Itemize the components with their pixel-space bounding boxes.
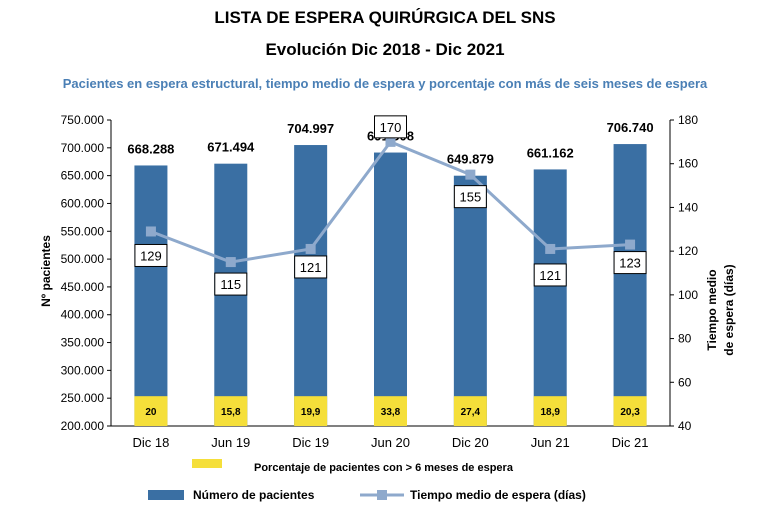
line-value-labels: 129 115 121 170 155 121 123	[134, 115, 647, 296]
line-value-label: 170	[380, 120, 402, 135]
y-tick-label: 300.000	[61, 363, 105, 377]
bar	[374, 152, 407, 426]
bar	[533, 169, 567, 426]
x-tick-label: Jun 19	[211, 435, 250, 450]
percentage-label: 15,8	[221, 407, 241, 418]
y-tick-label: 700.000	[61, 141, 105, 155]
line-marker	[625, 239, 636, 250]
bar	[294, 145, 328, 427]
y2-axis-label-line2: de espera (días)	[722, 264, 736, 355]
line-value-label: 115	[220, 277, 241, 292]
percentage-box	[613, 396, 647, 426]
y-tick-label: 750.000	[61, 113, 105, 127]
line-value-label: 121	[300, 260, 322, 275]
line-value-box	[214, 272, 248, 296]
line-marker	[305, 243, 316, 254]
y-tick-label: 400.000	[61, 308, 105, 322]
percentage-box	[374, 396, 407, 426]
y-tick-label: 450.000	[61, 280, 105, 294]
percentage-label: 27,4	[461, 407, 481, 418]
percentage-box	[533, 396, 567, 426]
line-value-label: 155	[460, 190, 482, 205]
bar-value-label: 706.740	[607, 120, 654, 135]
line-value-label: 123	[619, 256, 641, 271]
line-value-box	[134, 243, 168, 267]
x-tick-label: Dic 21	[612, 435, 649, 450]
line-value-label: 121	[539, 268, 561, 283]
y2-tick-label: 120	[678, 244, 698, 258]
x-tick-label: Jun 20	[371, 435, 410, 450]
percentage-box	[453, 396, 487, 426]
chart-subtitle: Evolución Dic 2018 - Dic 2021	[265, 40, 505, 59]
y-tick-label: 350.000	[61, 336, 105, 350]
y2-tick-label: 160	[678, 157, 698, 171]
bar-value-label: 671.494	[207, 140, 255, 155]
bar-value-label: 649.879	[447, 152, 494, 167]
y2-tick-label: 40	[678, 419, 692, 433]
legend-line-marker	[377, 490, 387, 500]
line-value-box	[374, 115, 407, 139]
percentage-label: 20,3	[620, 407, 640, 418]
bar-value-label: 704.997	[287, 121, 334, 136]
bar	[453, 175, 487, 426]
legend-bar-label: Número de pacientes	[193, 488, 315, 502]
y2-tick-label: 80	[678, 332, 692, 346]
line-value-box	[453, 185, 487, 209]
line-marker	[385, 136, 396, 147]
legend-pct-swatch	[192, 459, 222, 468]
y-tick-label: 600.000	[61, 196, 105, 210]
legend-bar-swatch	[148, 490, 184, 500]
percentage-box	[134, 396, 168, 426]
bar	[134, 165, 168, 426]
percentage-series: 20 15,8 19,9 33,8 27,4 18,9 20,3	[134, 396, 647, 426]
bar-value-label: 661.162	[527, 145, 574, 160]
x-tick-label: Dic 19	[292, 435, 329, 450]
percentage-label: 33,8	[381, 407, 401, 418]
y2-tick-label: 140	[678, 200, 698, 214]
chart-title: LISTA DE ESPERA QUIRÚRGICA DEL SNS	[214, 8, 556, 27]
percentage-label: 19,9	[301, 407, 321, 418]
category-labels: Dic 18 Jun 19 Dic 19 Jun 20 Dic 20 Jun 21 Dic …	[132, 435, 648, 450]
line-marker	[545, 243, 556, 254]
y-tick-label: 250.000	[61, 391, 105, 405]
y2-tick-label: 180	[678, 113, 698, 127]
y-tick-label: 650.000	[61, 169, 105, 183]
line-value-box	[613, 251, 647, 275]
chart-caption: Pacientes en espera estructural, tiempo …	[62, 76, 708, 91]
y2-tick-label: 60	[678, 375, 692, 389]
legend: Porcentaje de pacientes con > 6 meses de…	[148, 459, 586, 502]
line-series	[145, 136, 636, 268]
line-marker	[225, 257, 236, 268]
line-value-box	[533, 263, 567, 287]
y-axis-ticks: 200.000 250.000 300.000 350.000 400.000 450.0…	[61, 113, 111, 433]
y2-tick-label: 100	[678, 288, 698, 302]
y2-axis-ticks: 40 60 80 100 120 140 160 180	[670, 113, 698, 433]
line-marker	[145, 226, 156, 237]
bar-value-label: 668.288	[127, 141, 174, 156]
legend-pct-label: Porcentaje de pacientes con > 6 meses de…	[254, 462, 514, 474]
bar	[613, 144, 647, 426]
bar-series	[134, 144, 647, 427]
percentage-label: 18,9	[540, 407, 560, 418]
percentage-box	[214, 396, 248, 426]
y2-axis-label-line1: Tiempo medio	[705, 269, 719, 350]
x-tick-label: Dic 18	[132, 435, 169, 450]
percentage-box	[294, 396, 328, 426]
percentage-label: 20	[145, 407, 157, 418]
y-tick-label: 550.000	[61, 224, 105, 238]
y-axis-label: Nº pacientes	[39, 235, 53, 307]
legend-line-label: Tiempo medio de espera (días)	[410, 488, 586, 502]
line-marker	[465, 169, 476, 180]
line-value-box	[294, 255, 328, 279]
y-tick-label: 200.000	[61, 419, 105, 433]
y-tick-label: 500.000	[61, 252, 105, 266]
x-tick-label: Dic 20	[452, 435, 489, 450]
line-value-label: 129	[140, 248, 162, 263]
x-tick-label: Jun 21	[531, 435, 570, 450]
